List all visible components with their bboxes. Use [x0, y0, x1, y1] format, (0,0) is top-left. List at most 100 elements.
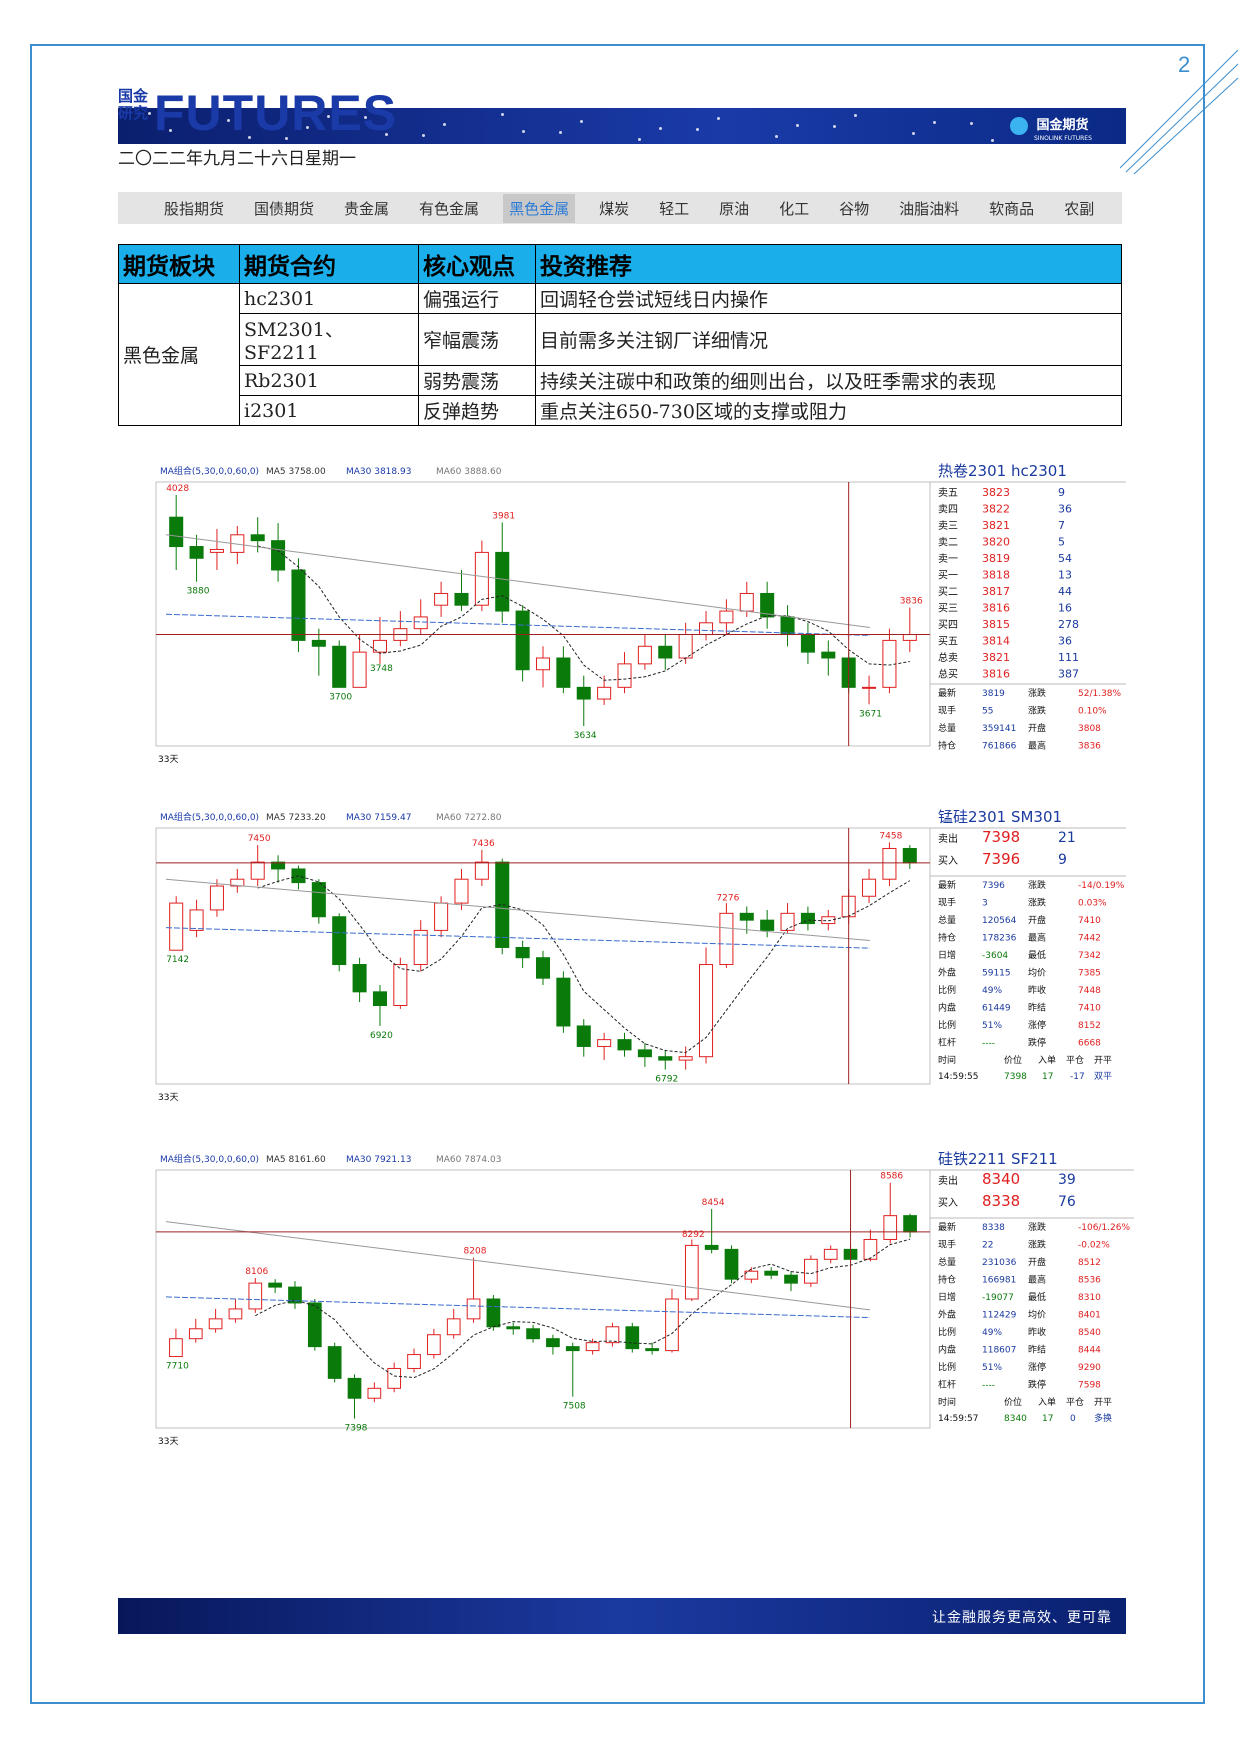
candle: [495, 861, 510, 948]
stat-value: 52/1.38%: [1078, 689, 1122, 699]
stat-label: 最高: [1028, 740, 1046, 752]
candle: [823, 1248, 838, 1260]
candle: [271, 861, 286, 870]
price-label: 3880: [187, 587, 210, 597]
nav-tab-6[interactable]: 轻工: [659, 199, 690, 218]
price-label: 7436: [472, 839, 495, 849]
contract-cell: hc2301: [239, 283, 419, 314]
candle: [597, 686, 612, 700]
candle: [617, 1039, 632, 1051]
nav-tab-4[interactable]: 黑色金属: [503, 193, 576, 223]
stat-label: 开盘: [1028, 722, 1046, 734]
quote-price: 8338: [982, 1192, 1020, 1210]
ma30-line: [165, 1296, 871, 1319]
quote-volume: 5: [1058, 536, 1065, 549]
view-cell: 反弹趋势: [418, 395, 536, 426]
candle: [268, 1282, 282, 1288]
nav-tab-10[interactable]: 油脂油料: [899, 199, 960, 218]
nav-tab-7[interactable]: 原油: [719, 199, 750, 218]
candle: [209, 548, 224, 553]
stat-value: 3808: [1078, 724, 1101, 734]
stat-value: 55: [982, 707, 993, 717]
banner-star: [422, 134, 425, 137]
nav-tab-0[interactable]: 股指期货: [164, 199, 225, 218]
stat-value: 22: [982, 1241, 993, 1251]
stat-label: 开盘: [1028, 914, 1046, 926]
stat-value: 8512: [1078, 1258, 1101, 1268]
quote-side-label: 买入: [938, 855, 958, 867]
banner-star: [833, 125, 836, 128]
quote-volume: 39: [1058, 1172, 1076, 1188]
stat-value: 8536: [1078, 1276, 1101, 1286]
stat-value: 7448: [1078, 986, 1101, 996]
nav-tab-9[interactable]: 谷物: [839, 199, 870, 218]
quote-price: 3815: [982, 618, 1010, 631]
candle: [704, 1244, 719, 1250]
quote-side-label: 买入: [938, 1197, 958, 1209]
stat-label: 总量: [938, 1256, 956, 1268]
candle: [739, 912, 754, 921]
price-label: 7450: [248, 834, 271, 844]
advice-cell: 目前需多关注钢厂详细情况: [535, 313, 1122, 366]
quote-side-label: 买一: [938, 570, 958, 582]
ma30-label: MA30 7921.13: [346, 1155, 411, 1165]
quote-price: 3820: [982, 536, 1010, 549]
quote-price: 3821: [982, 651, 1010, 664]
candle: [800, 912, 815, 925]
quote-side-label: 总买: [938, 668, 958, 681]
stat-value: 7410: [1078, 916, 1101, 926]
stat-label: 跌停: [1028, 1379, 1046, 1391]
price-label: 7710: [166, 1362, 189, 1372]
quote-price: 3816: [982, 668, 1010, 681]
candle: [535, 657, 551, 671]
candle: [784, 1274, 798, 1284]
candle: [625, 1326, 640, 1350]
candle: [576, 686, 591, 700]
candle: [189, 546, 204, 559]
nav-tab-1[interactable]: 国债期货: [254, 199, 315, 218]
candle: [800, 634, 815, 653]
price-label: 7398: [345, 1423, 368, 1433]
banner-star: [580, 120, 583, 123]
stat-label: 跌停: [1028, 1037, 1046, 1049]
nav-tab-11[interactable]: 软商品: [989, 199, 1035, 218]
candle: [597, 1039, 612, 1047]
candle: [699, 964, 714, 1058]
quote-title: 热卷2301 hc2301: [938, 462, 1067, 480]
stat-label: 涨跌: [1028, 1240, 1046, 1251]
price-label: 4028: [166, 484, 189, 494]
stat-label: 涨跌: [1028, 1222, 1046, 1233]
candle: [637, 645, 652, 665]
banner-star: [559, 131, 562, 134]
candle: [585, 1342, 600, 1352]
trade-value: 17: [1042, 1072, 1053, 1082]
candle: [434, 592, 449, 606]
candle: [427, 1334, 441, 1356]
company-en: SINOLINK FUTURES: [1034, 134, 1092, 142]
stat-value: 7598: [1078, 1381, 1101, 1391]
ma60-label: MA60 7272.80: [436, 813, 502, 823]
banner-star: [327, 115, 330, 118]
nav-tab-2[interactable]: 贵金属: [344, 199, 390, 218]
nav-tab-12[interactable]: 农副: [1064, 199, 1095, 218]
candle: [446, 1318, 461, 1336]
price-label: 6920: [370, 1031, 393, 1041]
candle: [288, 1286, 302, 1304]
candle: [372, 991, 387, 1006]
quote-volume: 278: [1058, 618, 1079, 631]
stat-value: 8401: [1078, 1311, 1101, 1321]
banner-star: [443, 123, 446, 126]
nav-tab-8[interactable]: 化工: [779, 199, 810, 218]
stat-value: 231036: [982, 1258, 1017, 1268]
quote-price: 7398: [982, 828, 1020, 846]
price-label: 3700: [329, 692, 352, 702]
stat-label: 最新: [938, 687, 956, 699]
ma5-line: [255, 1238, 911, 1379]
view-cell: 弱势震荡: [418, 365, 536, 396]
trade-header: 平仓: [1066, 1396, 1084, 1408]
nav-tab-3[interactable]: 有色金属: [419, 199, 480, 218]
nav-tab-5[interactable]: 煤炭: [599, 199, 630, 218]
candle: [454, 878, 469, 904]
candle: [724, 1248, 739, 1280]
quote-volume: 36: [1058, 503, 1072, 516]
